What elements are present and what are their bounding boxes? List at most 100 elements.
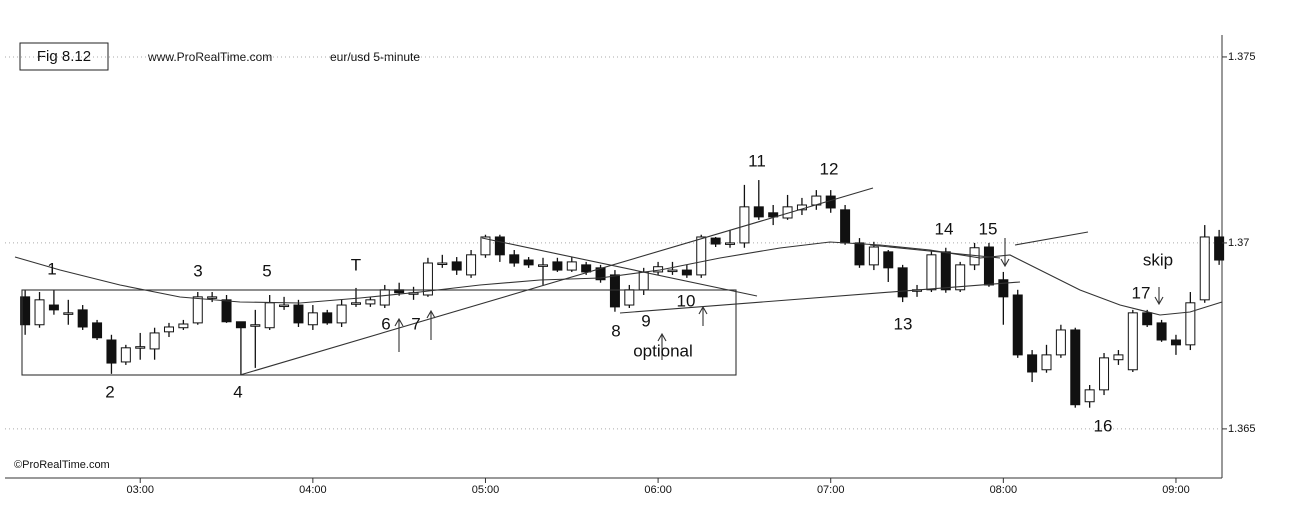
candle-body: [207, 296, 218, 299]
candle-body: [34, 299, 45, 326]
candle-body: [63, 312, 74, 315]
y-tick-label: 1.37: [1228, 237, 1249, 249]
candle-body: [1113, 354, 1124, 361]
candle-body: [1099, 357, 1110, 391]
candle-body: [883, 251, 894, 269]
candle-body: [926, 254, 937, 291]
annotation: 9: [641, 311, 650, 330]
copyright: ©ProRealTime.com: [14, 459, 110, 471]
arrows: [394, 238, 1164, 360]
annotation: 11: [748, 151, 766, 170]
candle-body: [825, 195, 836, 209]
candle-body: [120, 347, 131, 363]
candle-body: [710, 237, 721, 245]
candle-body: [1214, 236, 1225, 261]
candle-body: [595, 267, 606, 281]
candle-body: [523, 259, 534, 266]
candle-body: [422, 262, 433, 296]
candle-body: [92, 322, 103, 339]
x-tick-label: 05:00: [472, 484, 500, 496]
candle-body: [854, 242, 865, 266]
candle-body: [940, 251, 951, 291]
candle-body: [351, 302, 362, 305]
annotation: 4: [233, 382, 242, 401]
candle-body: [336, 304, 347, 324]
candle-body: [681, 269, 692, 276]
candle-body: [77, 309, 88, 328]
drawings: [14, 187, 1223, 376]
candle-body: [897, 267, 908, 298]
candle-body: [768, 212, 779, 218]
candle-body: [983, 246, 994, 286]
y-tick-label: 1.375: [1228, 51, 1256, 63]
annotation: 13: [894, 314, 913, 333]
annotation: 3: [193, 261, 202, 280]
chart-title: eur/usd 5-minute: [330, 50, 420, 64]
candle-body: [509, 254, 520, 264]
annotation: 15: [979, 219, 998, 238]
candle-body: [955, 264, 966, 291]
candle-body: [20, 296, 31, 326]
candle-body: [466, 254, 477, 276]
candle-body: [1070, 329, 1081, 406]
candle-body: [566, 261, 577, 271]
candles: [5, 56, 1225, 430]
candle-body: [1012, 294, 1023, 356]
candle-body: [293, 304, 304, 324]
candle-body: [163, 326, 174, 333]
candle-body: [696, 236, 707, 276]
candle-body: [178, 323, 189, 329]
candle-body: [667, 269, 678, 273]
annotation: 12: [820, 159, 839, 178]
x-tick-label: 06:00: [644, 484, 672, 496]
annotation: 14: [935, 219, 954, 238]
candle-body: [235, 321, 246, 329]
candle-body: [279, 304, 290, 308]
candle-body: [1127, 312, 1138, 371]
trend-line: [239, 187, 874, 376]
x-tick-label: 03:00: [126, 484, 154, 496]
candle-body: [250, 324, 261, 327]
x-tick-label: 08:00: [990, 484, 1018, 496]
annotation: 17: [1132, 283, 1151, 302]
candle-body: [307, 312, 318, 326]
annotation: 5: [262, 261, 271, 280]
figure-label: Fig 8.12: [37, 48, 91, 65]
candle-body: [322, 312, 333, 324]
candle-body: [1170, 339, 1181, 346]
annotation: skip: [1143, 250, 1173, 269]
candle-body: [840, 209, 851, 244]
candle-body: [753, 206, 764, 218]
annotation: 6: [381, 314, 390, 333]
annotations: 1 2 3 4 5 T 6 7 8 9 10 optional 11 12 13…: [47, 151, 1173, 435]
candle-body: [581, 264, 592, 273]
annotation: 10: [677, 291, 696, 310]
candle-body: [638, 271, 649, 291]
trend-line: [1014, 231, 1089, 246]
candle-body: [624, 289, 635, 306]
y-tick-label: 1.365: [1228, 423, 1256, 435]
trend-line: [619, 281, 1021, 314]
candle-body: [149, 332, 160, 350]
candle-body: [1199, 236, 1210, 301]
candle-body: [264, 302, 275, 329]
x-tick-label: 04:00: [299, 484, 327, 496]
annotation: 1: [47, 259, 56, 278]
candle-body: [1084, 389, 1095, 403]
candle-body: [998, 279, 1009, 298]
annotation: 2: [105, 382, 114, 401]
candle-body: [135, 346, 146, 349]
annotation: optional: [633, 341, 693, 360]
candle-body: [192, 296, 203, 324]
candle-body: [1142, 312, 1153, 326]
candle-body: [480, 236, 491, 256]
annotation: 8: [611, 321, 620, 340]
candle-body: [538, 264, 549, 267]
trend-line: [869, 244, 1001, 259]
candle-body: [221, 299, 232, 323]
candle-body: [437, 262, 448, 266]
candle-body: [379, 289, 390, 306]
x-tick-label: 09:00: [1162, 484, 1190, 496]
